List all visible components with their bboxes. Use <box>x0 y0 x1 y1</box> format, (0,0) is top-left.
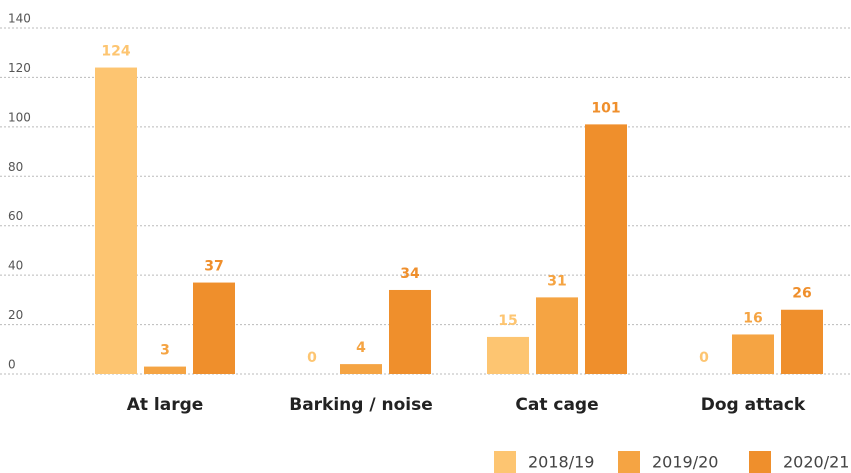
x-tick-label: Cat cage <box>515 395 598 415</box>
legend-swatch <box>618 451 640 473</box>
data-label: 0 <box>307 350 317 366</box>
y-tick-label: 40 <box>8 259 23 273</box>
legend-label: 2020/21 <box>783 453 849 472</box>
bar <box>536 297 578 374</box>
data-label: 37 <box>204 259 223 275</box>
bar <box>340 364 382 374</box>
data-label: 124 <box>101 44 130 60</box>
data-label: 16 <box>743 310 762 326</box>
legend-swatch <box>749 451 771 473</box>
bar <box>487 336 529 374</box>
y-tick-label: 20 <box>8 308 23 322</box>
y-tick-label: 60 <box>8 209 23 223</box>
y-tick-label: 120 <box>8 61 31 75</box>
y-tick-label: 100 <box>8 110 31 124</box>
data-label: 3 <box>160 343 170 359</box>
legend-label: 2019/20 <box>652 453 718 472</box>
legend-label: 2018/19 <box>528 453 594 472</box>
data-label: 15 <box>498 313 517 329</box>
y-tick-label: 80 <box>8 160 23 174</box>
bar <box>193 282 235 374</box>
x-tick-label: At large <box>127 395 204 415</box>
data-label: 0 <box>699 350 709 366</box>
bar <box>95 67 137 375</box>
data-label: 34 <box>400 266 420 282</box>
data-label: 31 <box>547 273 566 289</box>
x-tick-label: Dog attack <box>701 395 806 415</box>
data-label: 26 <box>792 286 811 302</box>
bar <box>585 124 627 374</box>
data-label: 4 <box>356 340 366 356</box>
y-tick-label: 140 <box>8 12 31 26</box>
x-tick-label: Barking / noise <box>289 395 433 415</box>
bar <box>144 366 186 374</box>
bar <box>732 334 774 374</box>
y-tick-label: 0 <box>8 358 16 372</box>
legend-swatch <box>494 451 516 473</box>
data-label: 101 <box>591 100 620 116</box>
bar <box>781 309 823 374</box>
bar <box>389 289 431 374</box>
